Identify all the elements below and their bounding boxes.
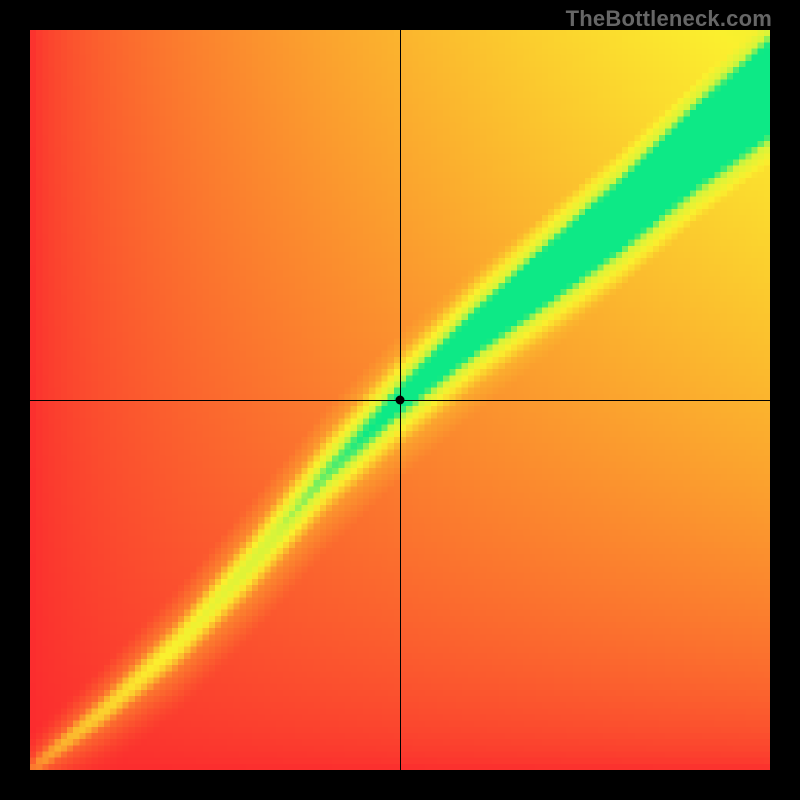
selection-marker	[396, 396, 405, 405]
heatmap-plot	[30, 30, 770, 770]
chart-frame: TheBottleneck.com	[0, 0, 800, 800]
watermark-text: TheBottleneck.com	[566, 6, 772, 32]
